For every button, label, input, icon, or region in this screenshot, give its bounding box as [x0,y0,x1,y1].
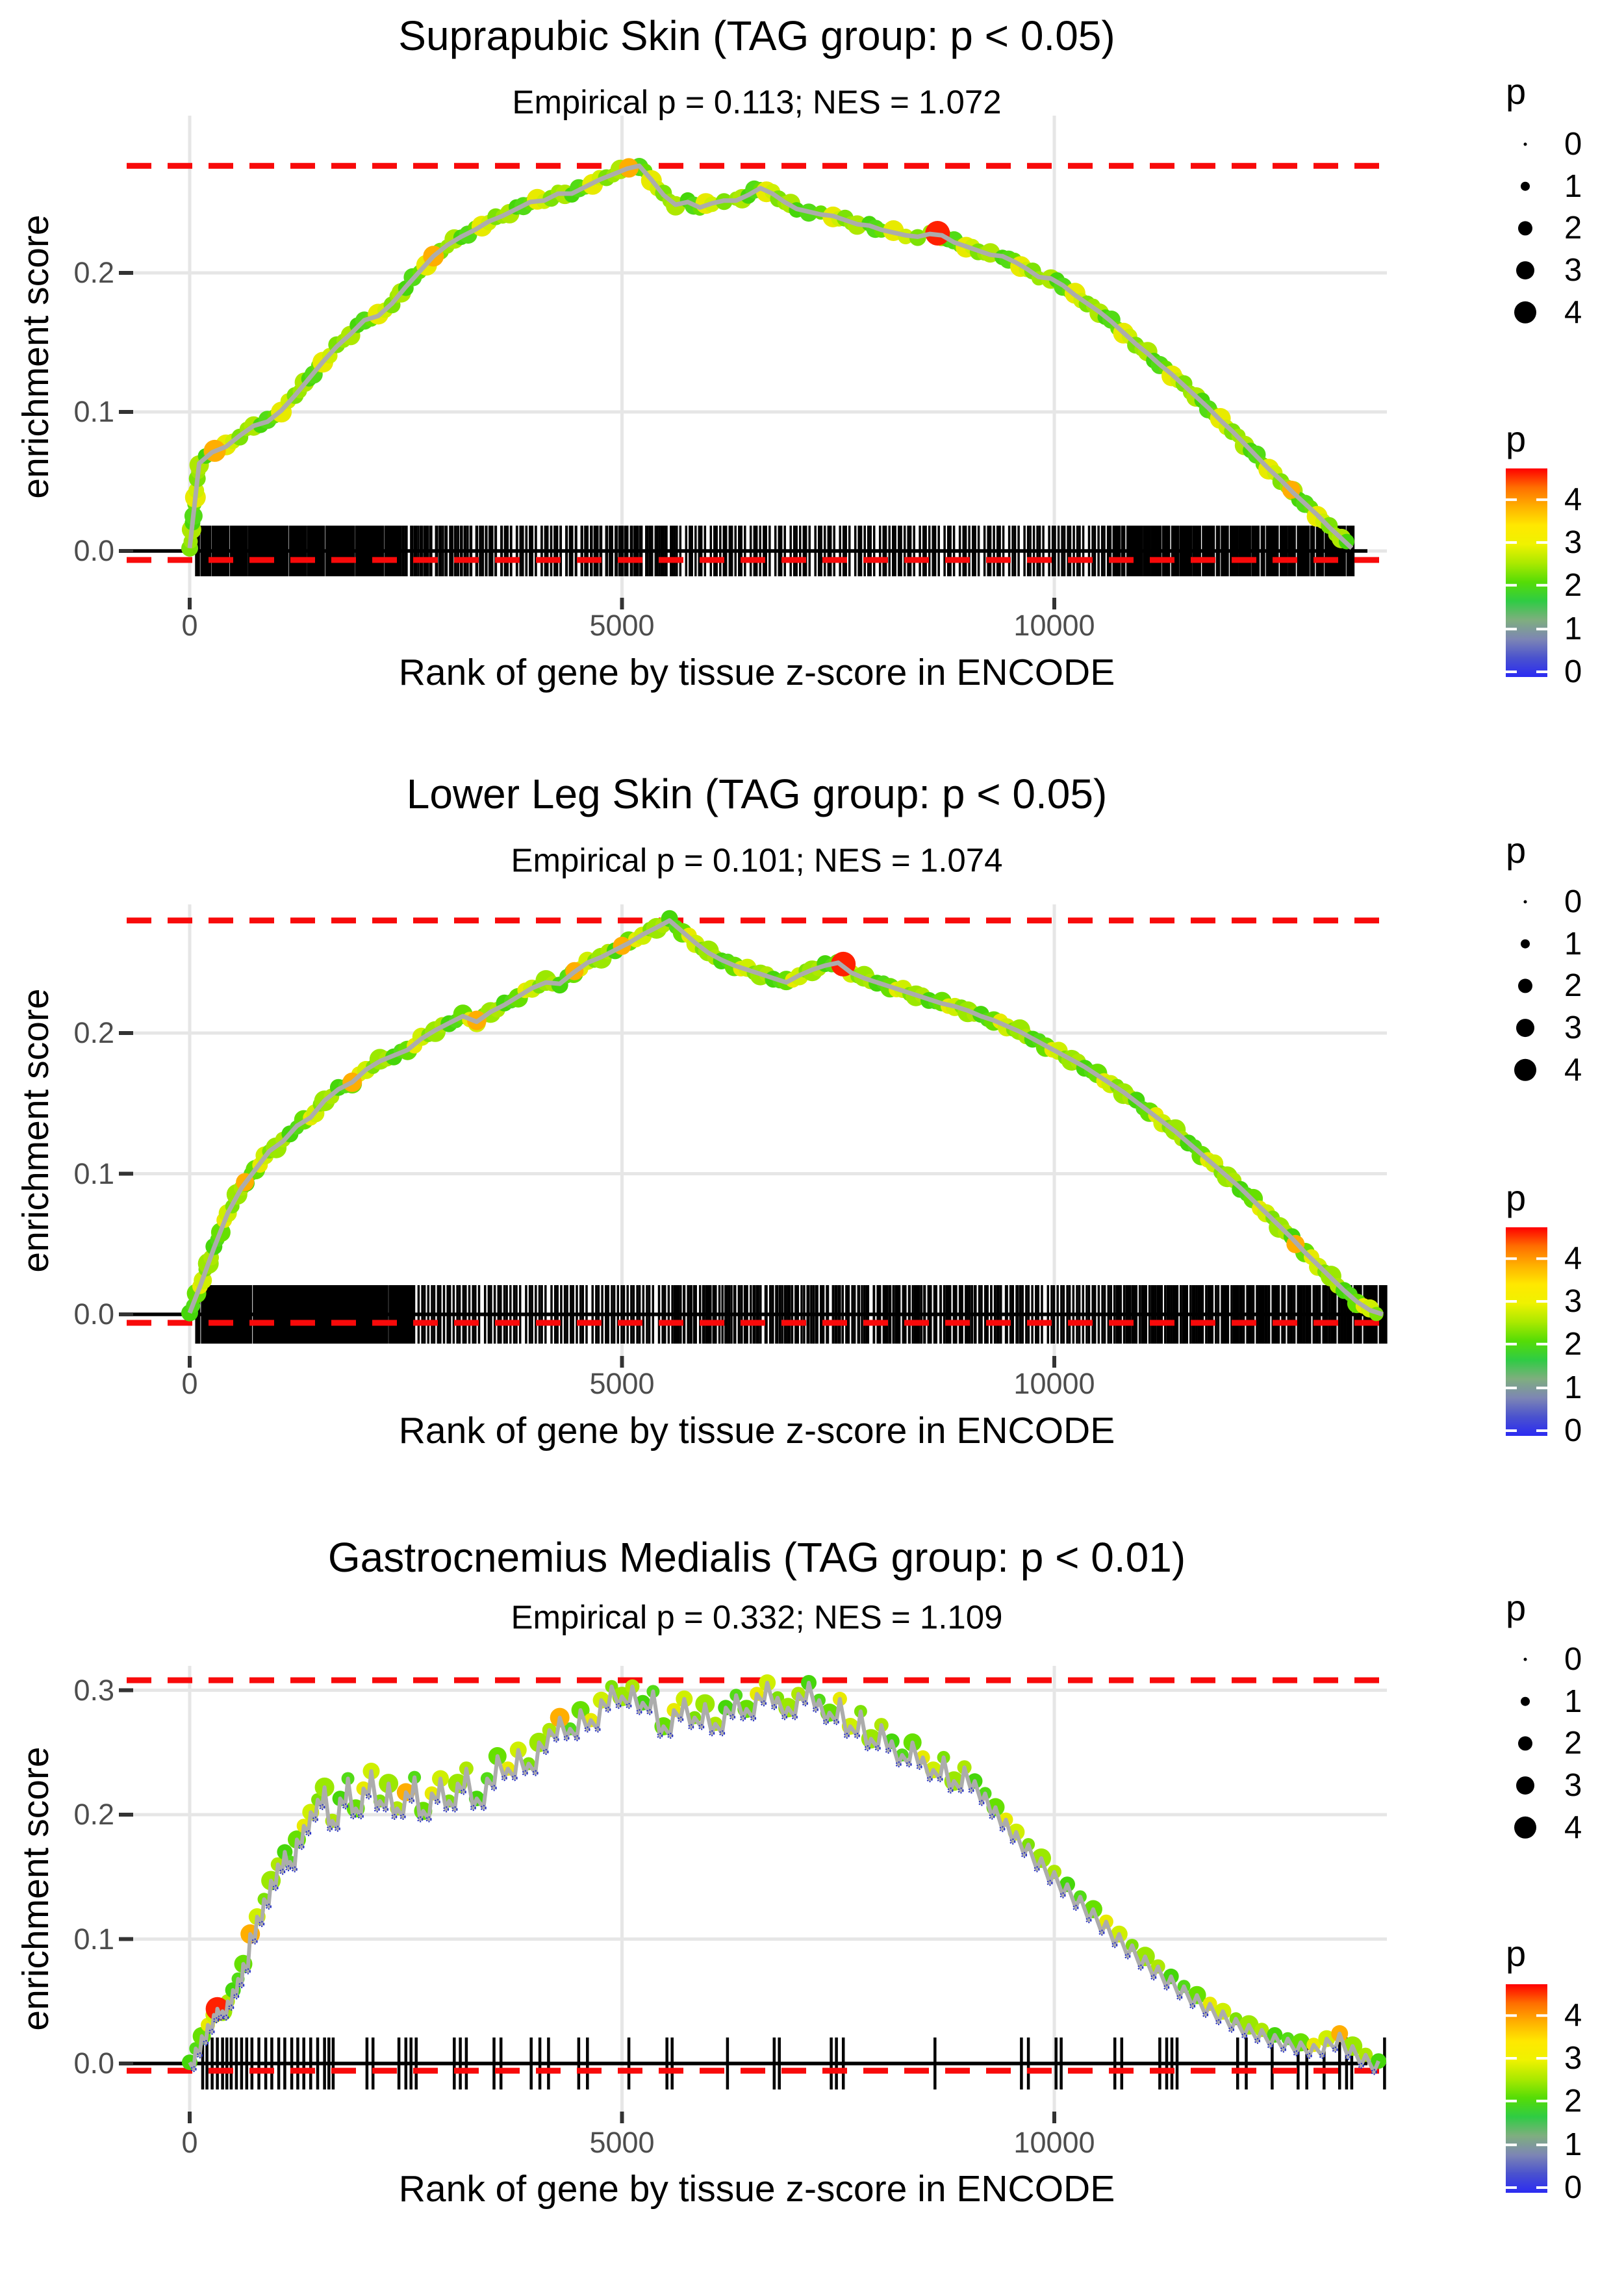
size-legend-label: 1 [1564,926,1582,962]
x-tick-label: 0 [181,2126,198,2159]
y-tick-label: 0.0 [73,1297,114,1331]
size-legend-label: 0 [1564,127,1582,162]
panel-3-subtitle: Empirical p = 0.332; NES = 1.109 [511,1598,1003,1636]
panel-1-color-legend-title: p [1506,418,1527,459]
colorbar-label: 4 [1564,1241,1582,1277]
colorbar-label: 1 [1564,611,1582,647]
colorbar-label: 2 [1564,2083,1582,2119]
panel-1-y-axis-title: enrichment score [15,214,57,499]
y-tick-label: 0.2 [73,1798,114,1831]
size-legend-label: 4 [1564,294,1582,330]
y-tick-label: 0.1 [73,395,114,428]
colorbar-label: 0 [1564,654,1582,689]
panel-2-color-legend-title: p [1506,1177,1527,1218]
colorbar-label: 0 [1564,1412,1582,1448]
size-legend-label: 3 [1564,1768,1582,1804]
size-legend-label: 1 [1564,1683,1582,1719]
y-tick-label: 0.1 [73,1156,114,1190]
y-tick-label: 0.0 [73,2047,114,2080]
x-tick-label: 10000 [1013,2126,1095,2159]
x-tick-label: 5000 [589,2126,655,2159]
size-legend-label: 2 [1564,968,1582,1004]
x-tick-label: 5000 [589,1367,655,1400]
colorbar-label: 2 [1564,1326,1582,1362]
colorbar-label: 3 [1564,524,1582,560]
x-tick-label: 0 [181,609,198,642]
panel-1-size-legend-title: p [1506,71,1527,112]
x-tick-label: 10000 [1013,1367,1095,1400]
size-legend-label: 2 [1564,1726,1582,1761]
colorbar-label: 0 [1564,2169,1582,2205]
size-legend-label: 3 [1564,1010,1582,1046]
panel-1-subtitle: Empirical p = 0.113; NES = 1.072 [512,83,1002,121]
size-legend-label: 2 [1564,211,1582,246]
x-tick-label: 0 [181,1367,198,1400]
size-legend-label: 0 [1564,884,1582,919]
colorbar-label: 4 [1564,482,1582,518]
panel-3-x-axis-title: Rank of gene by tissue z-score in ENCODE [398,2168,1115,2210]
panel-3-y-axis-title: enrichment score [15,1746,57,2031]
colorbar-label: 3 [1564,1283,1582,1319]
panel-3-color-legend-title: p [1506,1933,1527,1974]
panel-2-y-axis-title: enrichment score [15,988,57,1273]
colorbar-label: 3 [1564,2040,1582,2076]
size-legend-label: 3 [1564,253,1582,288]
size-legend-label: 0 [1564,1642,1582,1677]
panel-3-title: Gastrocnemius Medialis (TAG group: p < 0… [327,1534,1186,1581]
size-legend-label: 1 [1564,168,1582,204]
panel-3-size-legend-title: p [1506,1587,1527,1628]
panel-2-size-legend-title: p [1506,830,1527,871]
colorbar-label: 4 [1564,1998,1582,2034]
colorbar-label: 1 [1564,2127,1582,2163]
y-tick-label: 0.3 [73,1673,114,1707]
colorbar-label: 1 [1564,1370,1582,1406]
y-tick-label: 0.1 [73,1922,114,1956]
panel-1-title: Suprapubic Skin (TAG group: p < 0.05) [398,12,1115,59]
y-tick-label: 0.0 [73,534,114,567]
panel-2-subtitle: Empirical p = 0.101; NES = 1.074 [511,841,1003,879]
size-legend-label: 4 [1564,1052,1582,1088]
size-legend-label: 4 [1564,1809,1582,1845]
panel-2-title: Lower Leg Skin (TAG group: p < 0.05) [406,771,1108,817]
x-tick-label: 10000 [1013,609,1095,642]
panel-2-x-axis-title: Rank of gene by tissue z-score in ENCODE [398,1410,1115,1451]
panel-1-x-axis-title: Rank of gene by tissue z-score in ENCODE [398,652,1115,693]
x-tick-label: 5000 [589,609,655,642]
colorbar-label: 2 [1564,567,1582,603]
y-tick-label: 0.2 [73,1016,114,1049]
y-tick-label: 0.2 [73,256,114,289]
